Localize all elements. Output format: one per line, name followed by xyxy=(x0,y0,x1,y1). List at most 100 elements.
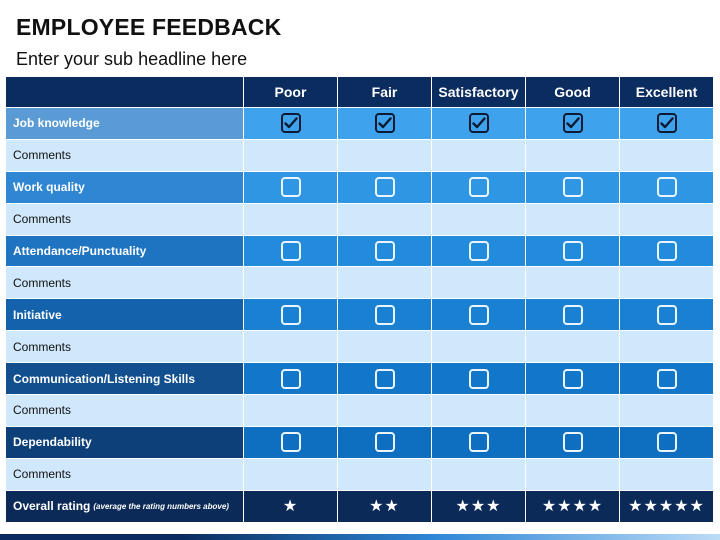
comments-label: Comments xyxy=(6,139,244,172)
feedback-table: Poor Fair Satisfactory Good Excellent Job kno… xyxy=(6,77,714,523)
checkbox-icon[interactable] xyxy=(374,304,395,325)
comment-input[interactable] xyxy=(244,139,338,172)
comment-input[interactable] xyxy=(244,331,338,364)
checkbox-icon[interactable] xyxy=(374,241,395,261)
checkbox-icon[interactable] xyxy=(374,432,395,453)
comment-input[interactable] xyxy=(620,139,714,172)
star-rating-2: ★★ xyxy=(338,490,432,523)
comment-input[interactable] xyxy=(432,395,526,427)
checkbox-icon[interactable] xyxy=(656,368,677,389)
checkbox-icon[interactable] xyxy=(280,304,301,325)
comment-input[interactable] xyxy=(620,395,714,427)
comment-input[interactable] xyxy=(244,267,338,300)
comment-input[interactable] xyxy=(338,203,432,236)
footer-bar xyxy=(0,534,720,540)
rating-cell xyxy=(432,235,526,268)
comment-input[interactable] xyxy=(432,331,526,364)
comment-input[interactable] xyxy=(338,267,432,300)
comment-input[interactable] xyxy=(338,331,432,364)
checkbox-icon[interactable] xyxy=(280,432,301,453)
checkbox-icon[interactable] xyxy=(562,432,583,453)
comment-input[interactable] xyxy=(526,267,620,300)
checkbox-icon[interactable] xyxy=(562,304,583,325)
criterion-label: Job knowledge xyxy=(6,108,244,140)
overall-rating-label: Overall rating (average the rating number… xyxy=(6,490,244,523)
page-title: EMPLOYEE FEEDBACK xyxy=(16,14,282,40)
comment-input[interactable] xyxy=(620,458,714,491)
comment-input[interactable] xyxy=(526,139,620,172)
checkbox-icon[interactable] xyxy=(562,368,583,389)
rating-cell xyxy=(432,363,526,396)
checkbox-icon[interactable] xyxy=(656,432,677,453)
comment-input[interactable] xyxy=(620,203,714,236)
header-corner xyxy=(6,77,244,108)
comment-input[interactable] xyxy=(338,458,432,491)
comment-input[interactable] xyxy=(338,139,432,172)
column-header-good: Good xyxy=(526,77,620,108)
comment-input[interactable] xyxy=(620,331,714,364)
rating-cell xyxy=(526,363,620,396)
comment-input[interactable] xyxy=(244,458,338,491)
checkbox-icon[interactable] xyxy=(280,368,301,389)
criterion-label: Communication/Listening Skills xyxy=(6,363,244,396)
checkbox-icon[interactable] xyxy=(280,241,301,261)
checked-checkbox-icon[interactable] xyxy=(280,113,301,134)
rating-cell xyxy=(620,171,714,204)
rating-cell xyxy=(620,363,714,396)
criterion-label: Dependability xyxy=(6,426,244,459)
rating-cell xyxy=(432,299,526,332)
checkbox-icon[interactable] xyxy=(468,177,489,198)
rating-cell xyxy=(338,363,432,396)
comments-label: Comments xyxy=(6,458,244,491)
overall-rating-text: Overall rating xyxy=(13,499,91,514)
comment-input[interactable] xyxy=(244,203,338,236)
comment-input[interactable] xyxy=(526,395,620,427)
comments-label: Comments xyxy=(6,203,244,236)
checked-checkbox-icon[interactable] xyxy=(656,113,677,134)
checked-checkbox-icon[interactable] xyxy=(562,113,583,134)
comment-input[interactable] xyxy=(432,267,526,300)
comment-input[interactable] xyxy=(526,331,620,364)
checkbox-icon[interactable] xyxy=(280,177,301,198)
rating-cell xyxy=(620,235,714,268)
rating-cell xyxy=(338,426,432,459)
column-header-poor: Poor xyxy=(244,77,338,108)
comment-input[interactable] xyxy=(432,203,526,236)
column-header-satisfactory: Satisfactory xyxy=(432,77,526,108)
criterion-label: Work quality xyxy=(6,171,244,204)
comment-input[interactable] xyxy=(244,395,338,427)
checkbox-icon[interactable] xyxy=(656,304,677,325)
comment-input[interactable] xyxy=(526,458,620,491)
checkbox-icon[interactable] xyxy=(656,177,677,198)
star-rating-5: ★★★★★ xyxy=(620,490,714,523)
checkbox-icon[interactable] xyxy=(468,368,489,389)
checkbox-icon[interactable] xyxy=(374,368,395,389)
star-rating-1: ★ xyxy=(244,490,338,523)
comments-label: Comments xyxy=(6,267,244,300)
comment-input[interactable] xyxy=(432,458,526,491)
column-header-excellent: Excellent xyxy=(620,77,714,108)
comment-input[interactable] xyxy=(338,395,432,427)
comment-input[interactable] xyxy=(432,139,526,172)
comment-input[interactable] xyxy=(620,267,714,300)
checkbox-icon[interactable] xyxy=(656,241,677,261)
rating-cell xyxy=(338,235,432,268)
checkbox-icon[interactable] xyxy=(468,432,489,453)
checkbox-icon[interactable] xyxy=(562,241,583,261)
checkbox-icon[interactable] xyxy=(468,304,489,325)
rating-cell xyxy=(432,108,526,140)
rating-cell xyxy=(244,108,338,140)
comments-label: Comments xyxy=(6,331,244,364)
rating-cell xyxy=(244,171,338,204)
comment-input[interactable] xyxy=(526,203,620,236)
checkbox-icon[interactable] xyxy=(562,177,583,198)
checked-checkbox-icon[interactable] xyxy=(468,113,489,134)
rating-cell xyxy=(244,235,338,268)
rating-cell xyxy=(338,171,432,204)
checkbox-icon[interactable] xyxy=(468,241,489,261)
rating-cell xyxy=(620,426,714,459)
criterion-label: Attendance/Punctuality xyxy=(6,235,244,268)
checked-checkbox-icon[interactable] xyxy=(374,113,395,134)
star-rating-4: ★★★★ xyxy=(526,490,620,523)
checkbox-icon[interactable] xyxy=(374,177,395,198)
